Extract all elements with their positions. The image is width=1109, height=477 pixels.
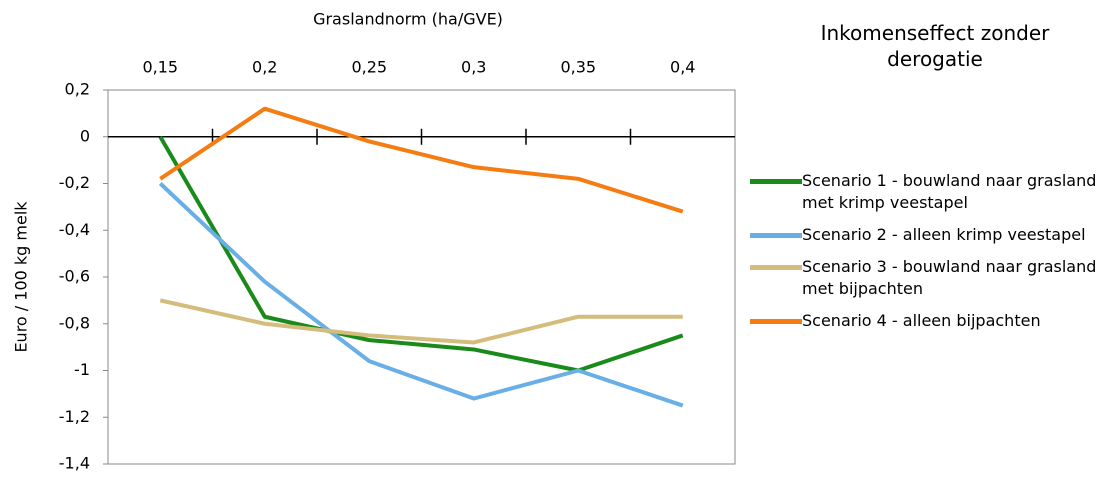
- x-tick-label: 0,4: [670, 58, 695, 77]
- plot-area: [107, 89, 736, 465]
- legend-item: Scenario 1 - bouwland naar grasland met …: [750, 170, 1109, 214]
- y-tick-label: -0,2: [59, 173, 90, 192]
- legend: Scenario 1 - bouwland naar grasland met …: [750, 170, 1109, 342]
- legend-swatch: [750, 233, 802, 238]
- legend-label: Scenario 2 - alleen krimp veestapel: [802, 225, 1086, 244]
- y-tick-label: 0,2: [65, 80, 90, 99]
- y-tick-label: -1,4: [59, 454, 90, 473]
- chart: Graslandnorm (ha/GVE) Euro / 100 kg melk…: [12, 10, 736, 473]
- y-tick-label: -0,6: [59, 267, 90, 286]
- series-line: [159, 106, 684, 214]
- legend-label: Scenario 3 - bouwland naar grasland met …: [802, 257, 1097, 298]
- series-line: [158, 135, 684, 373]
- y-axis-title: Euro / 100 kg melk: [12, 201, 31, 353]
- legend-item: Scenario 2 - alleen krimp veestapel: [750, 224, 1109, 246]
- y-tick-label: -0,8: [59, 313, 90, 332]
- legend-swatch: [750, 179, 802, 184]
- legend-label: Scenario 4 - alleen bijpachten: [802, 311, 1041, 330]
- legend-swatch: [750, 319, 802, 324]
- legend-label: Scenario 1 - bouwland naar grasland met …: [802, 171, 1097, 212]
- y-tick-label: -1,2: [59, 407, 90, 426]
- x-tick-label: 0,3: [461, 58, 486, 77]
- x-tick-label: 0,25: [351, 58, 387, 77]
- x-tick-label: 0,15: [142, 58, 178, 77]
- series-line: [158, 182, 684, 408]
- y-tick-label: -0,4: [59, 220, 90, 239]
- legend-item: Scenario 3 - bouwland naar grasland met …: [750, 256, 1109, 300]
- x-tick-label: 0,2: [252, 58, 277, 77]
- chart-title: Inkomenseffect zonder derogatie: [820, 21, 1050, 71]
- legend-item: Scenario 4 - alleen bijpachten: [750, 310, 1109, 332]
- x-axis-title: Graslandnorm (ha/GVE): [313, 10, 503, 29]
- series-line: [159, 298, 683, 345]
- y-tick-label: -1: [74, 360, 90, 379]
- x-tick-label: 0,35: [560, 58, 596, 77]
- y-tick-label: 0: [80, 126, 90, 145]
- legend-swatch: [750, 265, 802, 270]
